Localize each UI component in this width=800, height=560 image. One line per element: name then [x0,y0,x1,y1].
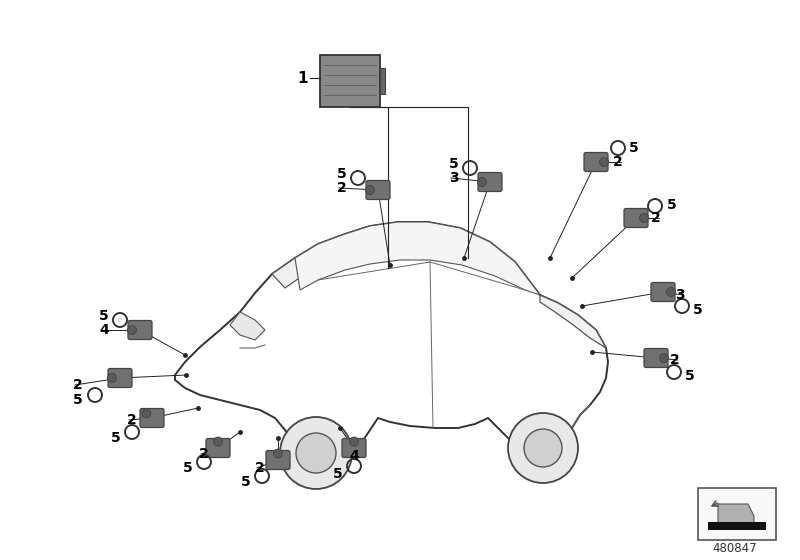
Circle shape [350,437,358,446]
Text: 5: 5 [73,393,83,407]
Circle shape [639,213,649,222]
FancyBboxPatch shape [206,438,230,458]
Circle shape [524,429,562,467]
Text: 3: 3 [449,171,459,185]
Text: 2: 2 [613,155,623,169]
FancyBboxPatch shape [320,55,380,107]
FancyBboxPatch shape [266,450,290,469]
Text: 5: 5 [333,467,343,481]
Text: 5: 5 [693,303,703,317]
Bar [708,522,766,530]
Polygon shape [540,295,606,348]
Text: 4: 4 [99,323,109,337]
Text: 2: 2 [73,378,83,392]
Circle shape [478,178,486,186]
Circle shape [659,353,669,362]
Circle shape [666,287,675,296]
Circle shape [280,417,352,489]
Text: 5: 5 [685,369,695,383]
Polygon shape [175,222,608,460]
Text: 1: 1 [298,71,308,86]
Text: 5: 5 [629,141,639,155]
Text: 2: 2 [127,413,137,427]
Polygon shape [718,504,754,528]
Text: 5: 5 [337,167,347,181]
Bar [380,68,385,94]
Bar [698,488,776,540]
Polygon shape [295,222,540,295]
Text: 2: 2 [670,353,680,367]
Text: 5: 5 [449,157,459,171]
Circle shape [214,437,222,446]
FancyBboxPatch shape [584,152,608,171]
Text: 3: 3 [675,288,685,302]
Circle shape [107,374,117,382]
Polygon shape [230,312,265,340]
Circle shape [127,325,137,334]
Text: 2: 2 [199,447,209,461]
FancyBboxPatch shape [478,172,502,192]
FancyBboxPatch shape [624,208,648,227]
FancyBboxPatch shape [366,180,390,199]
Text: 5: 5 [111,431,121,445]
Text: 2: 2 [337,181,347,195]
Circle shape [142,409,151,418]
FancyBboxPatch shape [108,368,132,388]
Circle shape [366,185,374,194]
FancyBboxPatch shape [651,282,675,301]
Circle shape [599,157,609,166]
Text: 2: 2 [651,211,661,225]
Circle shape [296,433,336,473]
Text: 5: 5 [99,309,109,323]
Polygon shape [272,226,370,288]
FancyBboxPatch shape [342,438,366,458]
Circle shape [274,449,282,458]
FancyBboxPatch shape [644,348,668,367]
Text: 5: 5 [183,461,193,475]
Text: 2: 2 [255,461,265,475]
FancyBboxPatch shape [128,320,152,339]
Text: 4: 4 [349,449,359,463]
FancyBboxPatch shape [140,408,164,427]
Text: 5: 5 [667,198,677,212]
Text: 5: 5 [241,475,251,489]
Circle shape [508,413,578,483]
Text: 480847: 480847 [713,542,758,554]
